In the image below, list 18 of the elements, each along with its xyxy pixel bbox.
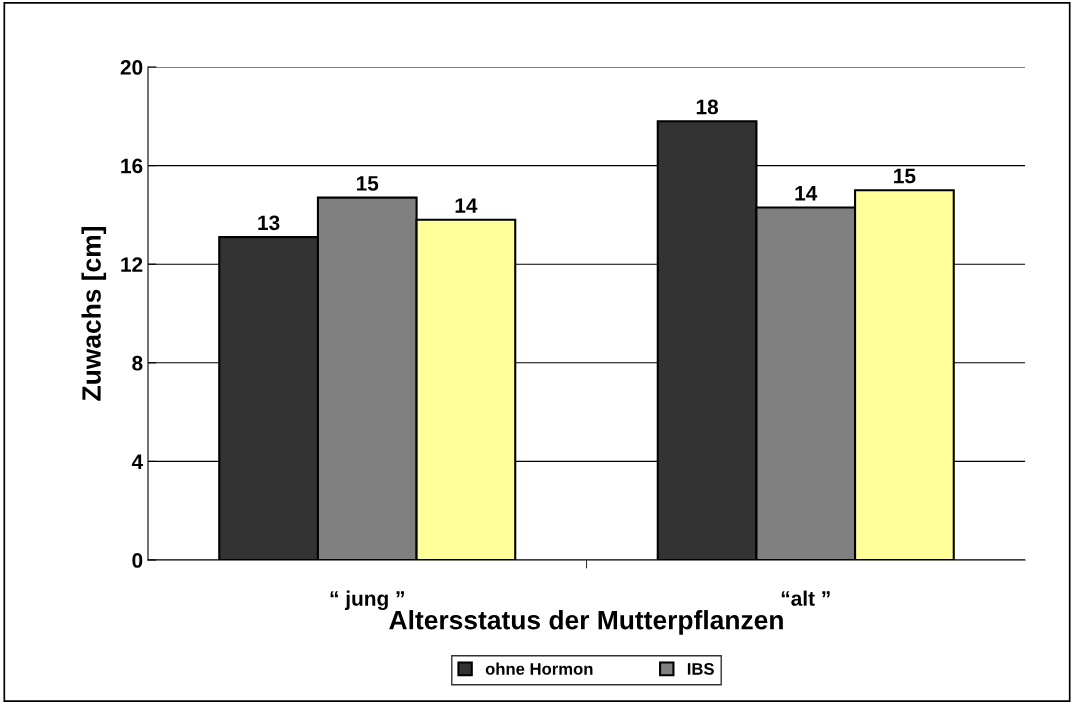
data-label: 14 [795,186,818,201]
data-label: 15 [894,168,916,184]
x-tick-label: “ jung ” [330,590,404,611]
y-tick-label: 4 [131,454,144,469]
y-tick-label: 0 [132,553,143,568]
data-label: 13 [258,215,280,231]
y-tick-label: 8 [132,355,143,371]
x-tick-label: “alt ” [781,590,830,606]
y-tick-label: 16 [121,158,143,174]
legend-label: IBS [687,663,714,675]
y-tick-label: 20 [120,60,143,75]
data-label: 18 [696,99,719,115]
data-label: 15 [356,176,379,191]
data-label: 14 [455,198,478,213]
y-tick-label: 12 [121,257,143,272]
x-axis-title: Altersstatus der Mutterpflanzen [389,610,783,635]
legend-label: ohne Hormon [485,662,593,675]
y-axis-title: Zuwachs [cm] [81,226,107,401]
